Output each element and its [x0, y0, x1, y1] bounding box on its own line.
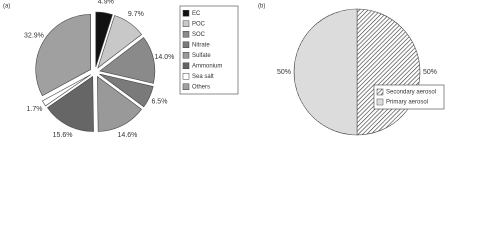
legend-label: Sea salt: [192, 74, 214, 80]
legend-swatch: [376, 88, 384, 96]
legend-swatch: [182, 41, 190, 48]
legend-swatch: [182, 83, 190, 90]
legend-swatch: [182, 31, 190, 38]
pie-slice: [96, 75, 142, 132]
panel-label: (b): [258, 4, 265, 10]
legend-label: SOC: [192, 32, 206, 38]
value-label: 4.9%: [98, 0, 114, 6]
pie-slice: [35, 14, 92, 97]
legend-label: POC: [192, 21, 206, 27]
pie-slice: [293, 8, 358, 136]
legend-label: Ammonium: [192, 63, 222, 69]
legend-swatch: [182, 62, 190, 69]
pie-slice: [95, 11, 113, 68]
chart: (a) (b) 4.9% 9.7% 14.0% 6.5% 14.6% 15.6% 1.7% 3…: [3, 0, 445, 139]
value-label: 32.9%: [24, 33, 44, 40]
panel-label: (a): [3, 4, 10, 10]
value-label: 14.6%: [118, 132, 138, 139]
legend-box: [373, 84, 445, 110]
legend-swatch: [376, 98, 384, 106]
value-label: 15.6%: [53, 132, 73, 139]
pie-slice: [99, 37, 156, 84]
pie-slice: [356, 8, 421, 136]
legend-label: Primary aerosol: [386, 100, 428, 106]
legend-label: Others: [192, 84, 210, 90]
legend-label: Secondary aerosol: [386, 90, 436, 96]
value-label: 50%: [423, 69, 437, 76]
value-label: 50%: [277, 69, 291, 76]
legend-swatch: [182, 20, 190, 27]
value-label: 14.0%: [154, 54, 174, 61]
legend-label: EC: [192, 11, 201, 17]
pie-slice: [97, 15, 142, 69]
legend-label: Sulfate: [192, 53, 211, 59]
legend-swatch: [182, 73, 190, 80]
legend-swatch: [182, 10, 190, 17]
pie-slice: [42, 74, 91, 107]
pie-slice: [99, 73, 154, 108]
value-label: 1.7%: [27, 106, 43, 113]
pie-slice: [47, 75, 94, 132]
legend-swatch: [182, 52, 190, 59]
legend-box: [179, 5, 239, 95]
value-label: 9.7%: [128, 11, 144, 18]
legend-label: Nitrate: [192, 42, 210, 48]
value-label: 6.5%: [151, 99, 167, 106]
